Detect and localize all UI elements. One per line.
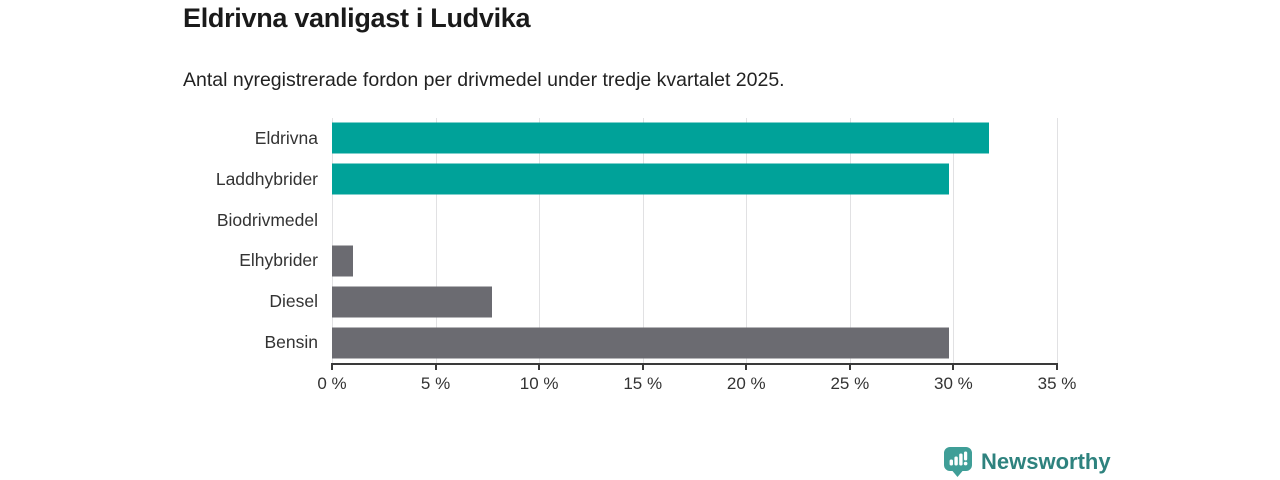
gridline-5	[435, 118, 437, 363]
bar-chart-plot-area	[331, 118, 1058, 370]
category-label-laddhybrider: Laddhybrider	[215, 168, 318, 189]
x-tick-label-10: 10 %	[519, 374, 559, 393]
axis-tick-25	[848, 363, 851, 370]
category-label-bensin: Bensin	[264, 332, 318, 353]
bar-row-eldrivna	[332, 118, 1057, 159]
bar-laddhybrider	[332, 163, 950, 195]
chart-subtitle: Antal nyregistrerade fordon per drivmede…	[183, 69, 785, 91]
gridline-25	[849, 118, 851, 363]
brand-name: Newsworthy	[981, 449, 1111, 474]
x-tick-label-35: 35 %	[1037, 374, 1077, 393]
axis-tick-15	[641, 363, 644, 370]
x-axis-tick-labels: 0 % 5 % 10 % 15 % 20 % 25 % 30 % 35 %	[317, 374, 1076, 398]
axis-tick-30	[952, 363, 955, 370]
gridline-10	[539, 118, 541, 363]
axis-tick-0	[331, 363, 333, 370]
category-label-eldrivna: Eldrivna	[254, 127, 318, 148]
x-tick-label-20: 20 %	[726, 374, 766, 393]
category-label-elhybrider: Elhybrider	[239, 250, 318, 271]
axis-tick-35	[1056, 363, 1058, 370]
chart-title: Eldrivna vanligast i Ludvika	[183, 3, 531, 33]
bar-row-laddhybrider	[332, 159, 1057, 200]
bar-row-elhybrider	[332, 240, 1057, 281]
gridline-20	[746, 118, 748, 363]
gridline-15	[642, 118, 644, 363]
gridline-0	[332, 118, 333, 363]
bar-eldrivna	[332, 122, 989, 154]
bar-row-diesel	[332, 281, 1057, 322]
bar-bensin	[332, 327, 950, 359]
category-axis-labels: Eldrivna Laddhybrider Biodrivmedel Elhybrid…	[0, 118, 318, 363]
x-tick-label-15: 15 %	[623, 374, 663, 393]
x-tick-label-30: 30 %	[934, 374, 973, 393]
bar-diesel	[332, 286, 492, 318]
bar-row-biodrivmedel	[332, 200, 1057, 241]
bar-row-bensin	[332, 322, 1057, 363]
bar-chart-speech-bubble-icon	[944, 447, 972, 477]
category-label-diesel: Diesel	[269, 291, 318, 312]
gridline-35	[1057, 118, 1058, 363]
x-tick-label-0: 0 %	[317, 374, 347, 393]
category-label-biodrivmedel: Biodrivmedel	[216, 209, 318, 230]
bar-elhybrider	[332, 245, 353, 277]
brand-footer: Newsworthy	[944, 447, 1111, 477]
axis-tick-10	[538, 363, 541, 370]
x-tick-label-25: 25 %	[830, 374, 870, 393]
gridline-30	[953, 118, 955, 363]
axis-tick-20	[745, 363, 748, 370]
axis-tick-5	[434, 363, 437, 370]
x-tick-label-5: 5 %	[420, 374, 451, 393]
